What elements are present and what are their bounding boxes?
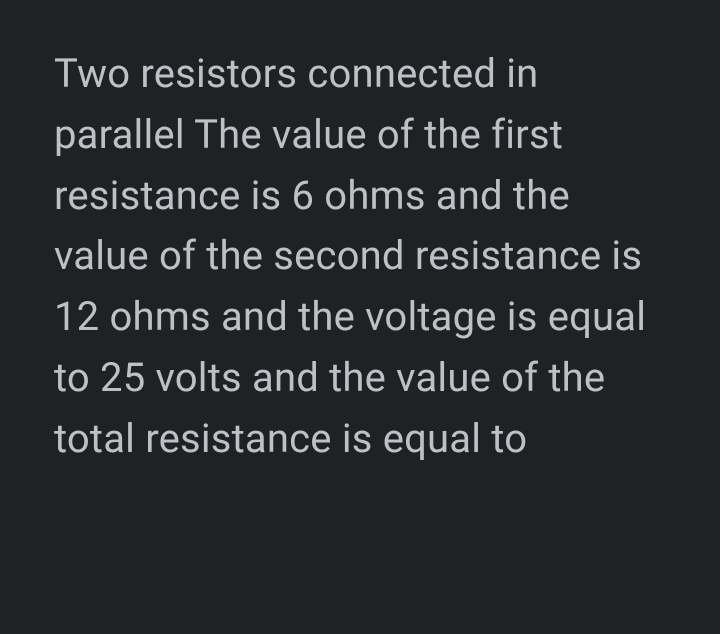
document-container: Two resistors connected in parallel The …: [0, 0, 720, 514]
question-text: Two resistors connected in parallel The …: [54, 44, 670, 470]
